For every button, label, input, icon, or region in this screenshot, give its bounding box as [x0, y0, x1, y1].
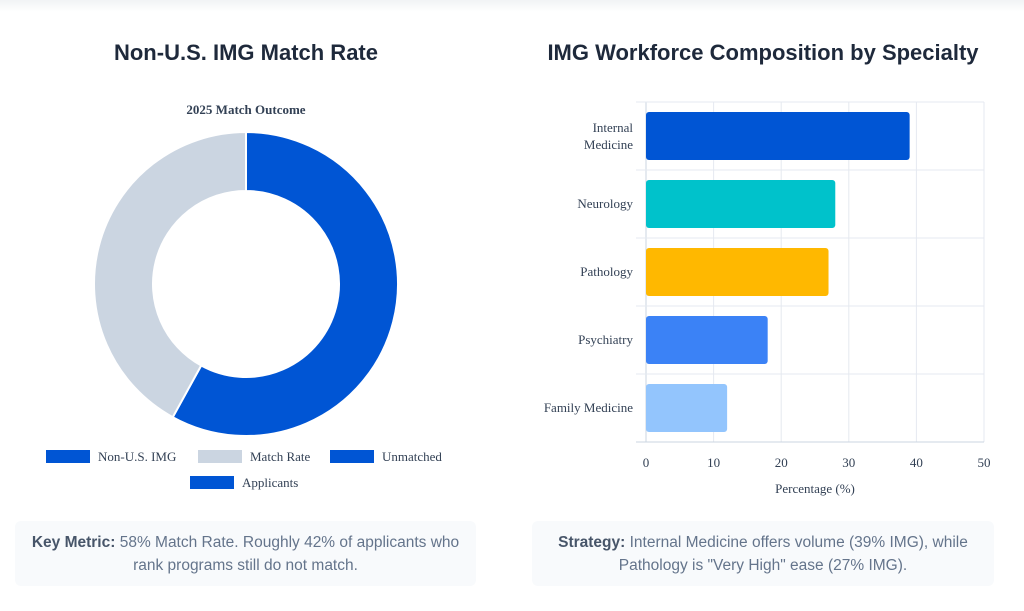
y-tick-label: Neurology [577, 196, 633, 211]
key-metric-text: 58% Match Rate. Roughly 42% of applicant… [115, 533, 460, 574]
key-metric-label: Key Metric: [31, 533, 116, 551]
legend-swatch [46, 450, 90, 463]
legend-swatch [198, 450, 242, 463]
legend-label: Applicants [242, 475, 298, 490]
y-tick-label: Pathology [580, 264, 633, 279]
key-metric-box: Key Metric: 58% Match Rate. Roughly 42% … [15, 521, 476, 586]
x-tick-label: 50 [978, 455, 991, 470]
legend-label: Unmatched [382, 449, 442, 464]
top-shadow [0, 0, 1024, 12]
y-tick-label: Psychiatry [578, 332, 633, 347]
x-tick-label: 0 [643, 455, 650, 470]
legend-swatch [190, 476, 234, 489]
bar-chart: Internal Medicine Neurology Pathology Psychi… [544, 101, 991, 496]
donut-chart: 2025 Match Outcome Non-U.S. IMG Match Rat… [46, 102, 442, 490]
y-tick-label: Internal Medicine [584, 120, 633, 152]
strategy-label: Strategy: [558, 533, 626, 551]
workforce-title: IMG Workforce Composition by Specialty [547, 40, 979, 65]
bar-neurology[interactable] [646, 180, 836, 228]
x-tick-label: 20 [775, 455, 788, 470]
donut-slice-1[interactable] [93, 130, 247, 419]
bar-internal-medicine[interactable] [646, 112, 910, 160]
x-tick-label: 40 [910, 455, 923, 470]
y-tick-label: Family Medicine [544, 400, 633, 415]
strategy-text: Internal Medicine offers volume (39% IMG… [618, 533, 968, 574]
bar-psychiatry[interactable] [646, 316, 768, 364]
legend-label: Non-U.S. IMG [98, 449, 176, 464]
match-rate-title: Non-U.S. IMG Match Rate [113, 40, 378, 65]
bar-pathology[interactable] [646, 248, 829, 296]
x-axis-label: Percentage (%) [775, 481, 855, 496]
bar-family-medicine[interactable] [646, 384, 728, 432]
x-tick-label: 10 [707, 455, 720, 470]
legend-label: Match Rate [250, 449, 311, 464]
donut-title: 2025 Match Outcome [186, 102, 305, 117]
donut-slice-0[interactable] [171, 130, 399, 437]
legend-swatch [330, 450, 374, 463]
x-tick-label: 30 [842, 455, 855, 470]
strategy-box: Strategy: Internal Medicine offers volum… [532, 521, 994, 586]
